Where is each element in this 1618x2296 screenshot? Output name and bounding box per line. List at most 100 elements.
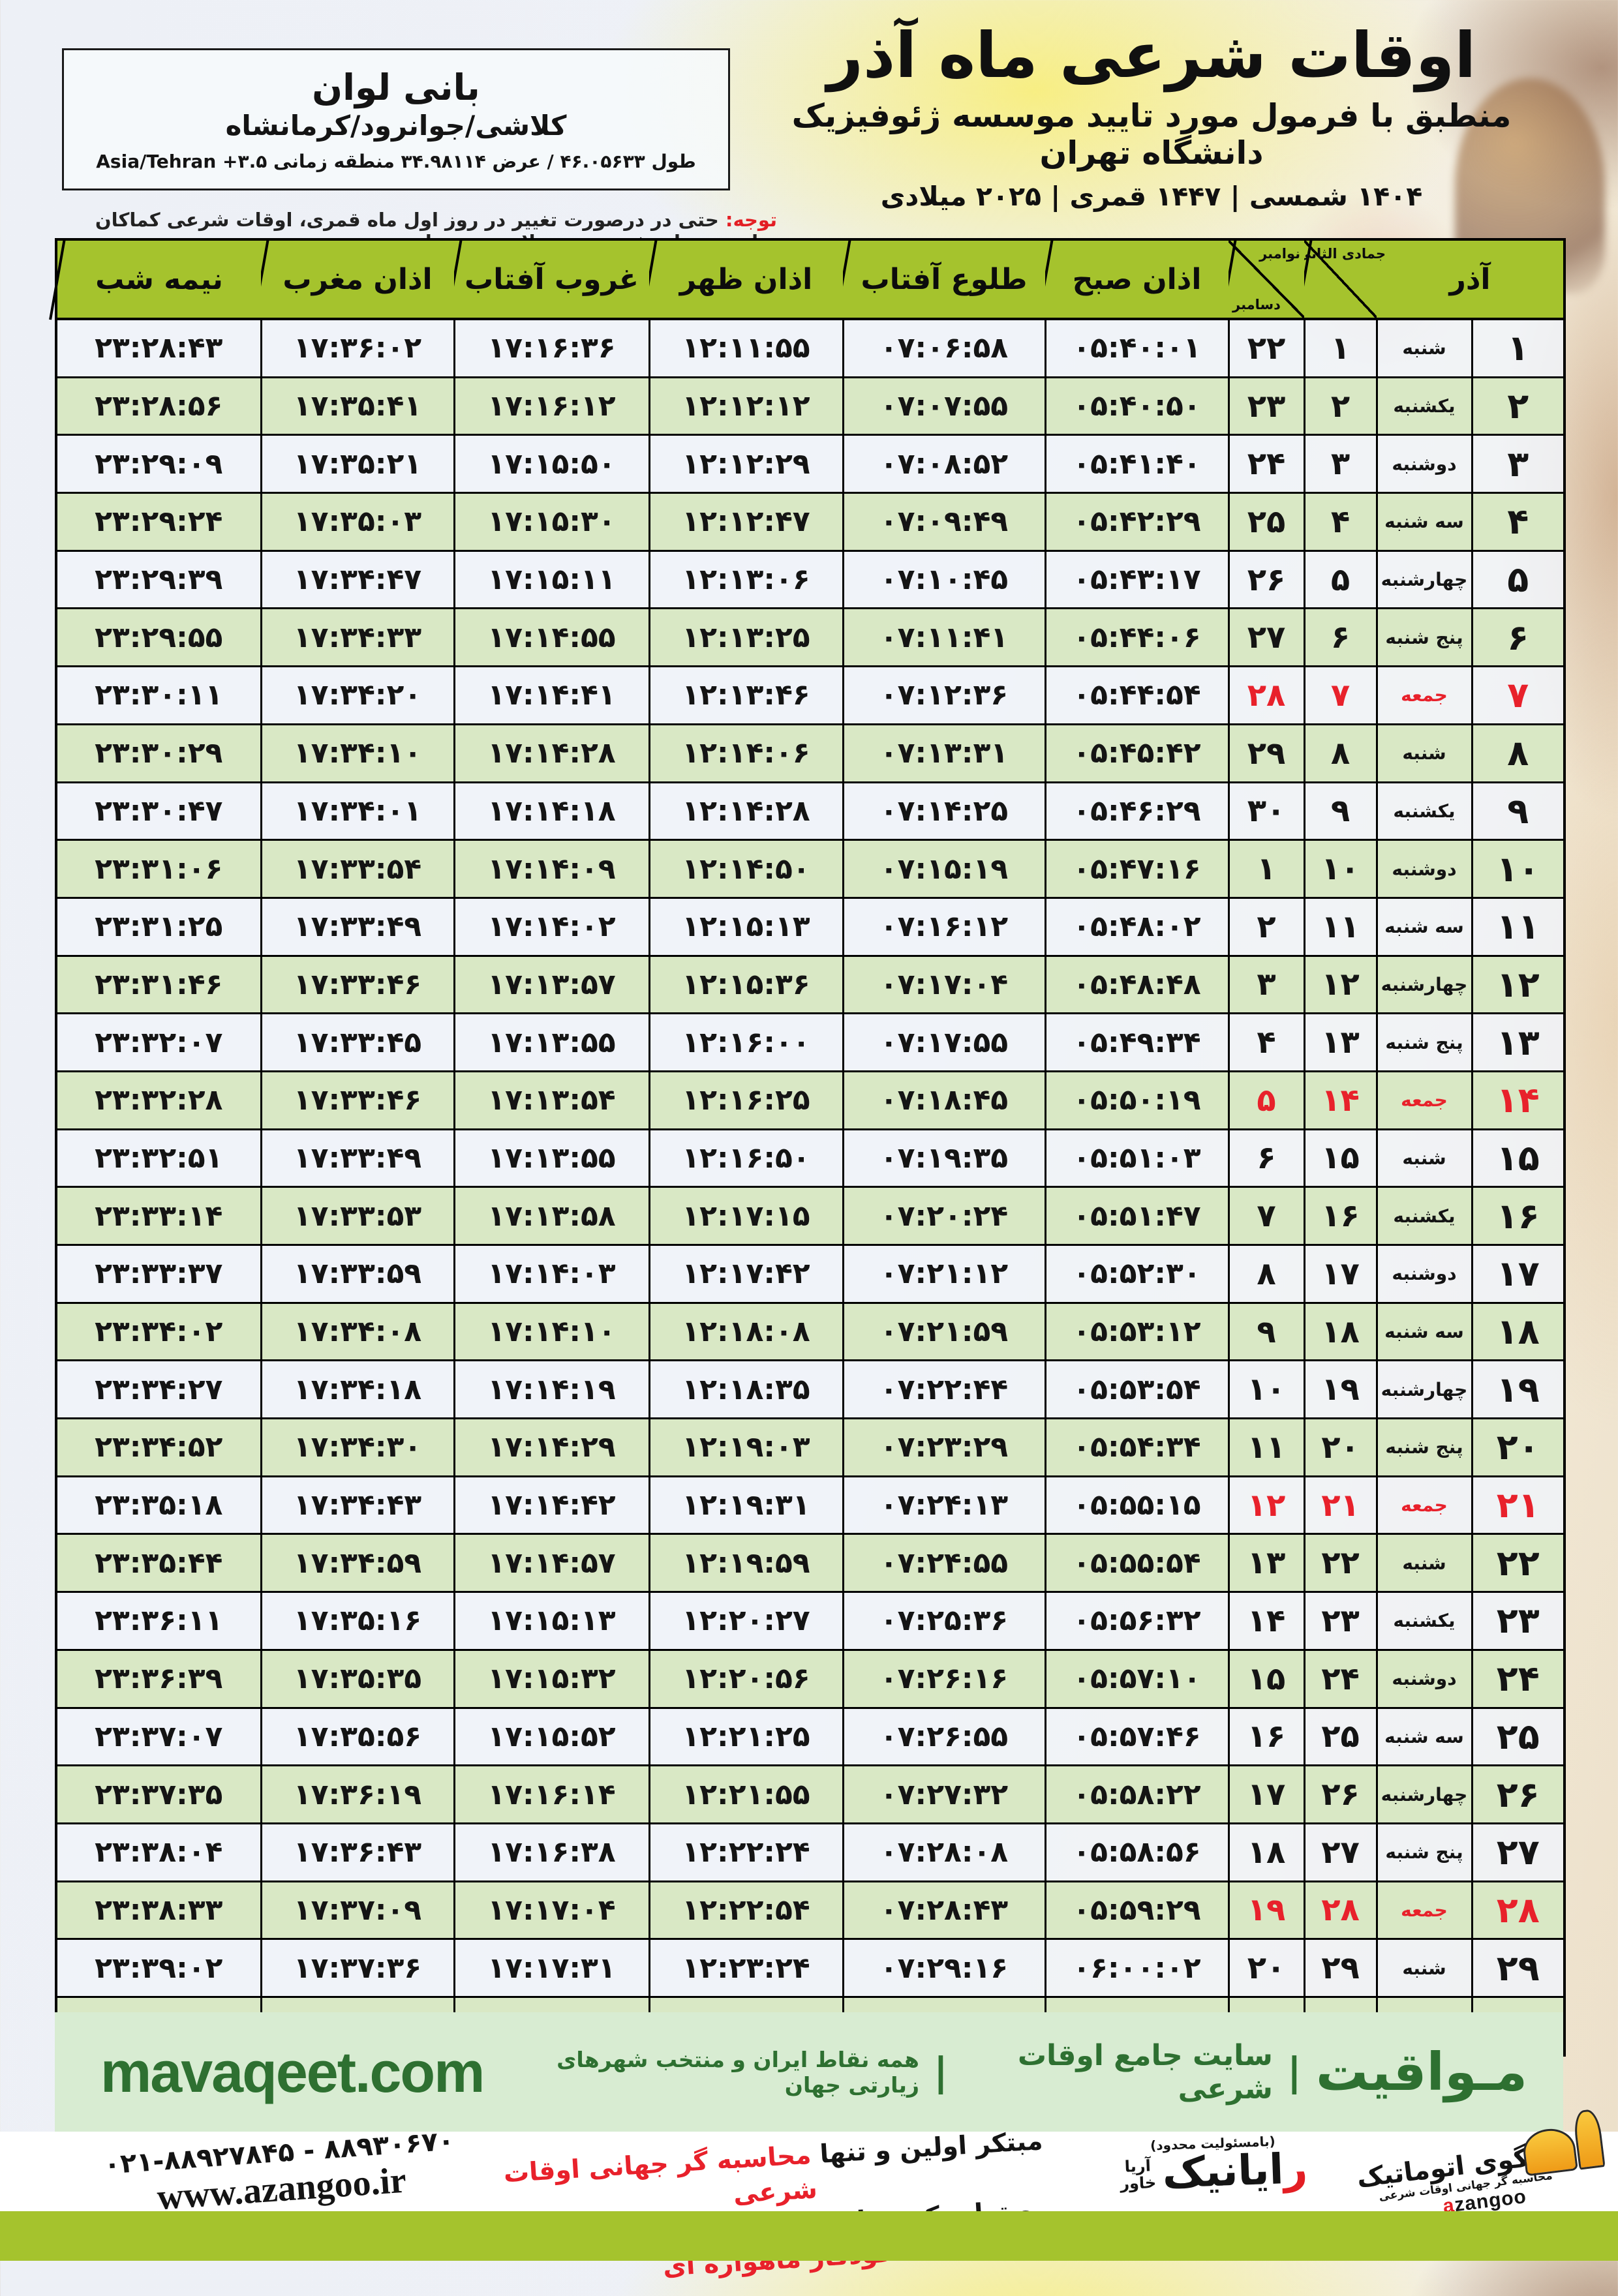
weekday-cell: یکشنبه [1375,781,1473,841]
midnight-time-cell: ۲۳:۳۶:۱۱ [55,1591,262,1651]
table-row: ۹ یکشنبه ۹ ۳۰ ۰۵:۴۶:۲۹ ۰۷:۱۴:۲۵ ۱۲:۱۴:۲۸… [55,781,1566,841]
maghrib-time-cell: ۱۷:۳۵:۲۱ [260,434,455,494]
sunset-time-cell: ۱۷:۱۵:۱۳ [453,1591,650,1651]
noon-time-cell: ۱۲:۱۱:۵۵ [648,318,844,378]
sunset-time-cell: ۱۷:۱۷:۳۱ [453,1938,650,1998]
location-coordinates: طول ۴۶.۰۵۶۳۳ / عرض ۳۴.۹۸۱۱۴ منطقه زمانی … [96,151,696,172]
sunrise-time-cell: ۰۷:۲۶:۵۵ [842,1706,1046,1767]
midnight-time-cell: ۲۳:۳۵:۱۸ [55,1475,262,1535]
azar-day-cell: ۸ [1471,723,1566,783]
jumada-day-cell: ۶ [1303,607,1378,668]
weekday-cell: شنبه [1375,1128,1473,1188]
column-header-november-december: نوامبر دسامبر [1220,238,1304,320]
azar-day-cell: ۱۲ [1471,954,1566,1015]
noon-time-cell: ۱۲:۲۰:۵۶ [648,1648,844,1709]
fajr-time-cell: ۰۵:۵۶:۳۲ [1044,1591,1230,1651]
maghrib-time-cell: ۱۷:۳۵:۰۳ [260,492,455,552]
fajr-time-cell: ۰۵:۴۱:۴۰ [1044,434,1230,494]
noon-time-cell: ۱۲:۱۸:۳۵ [648,1359,844,1420]
maghrib-time-cell: ۱۷:۳۳:۴۵ [260,1012,455,1072]
jumada-day-cell: ۳ [1303,434,1378,494]
weekday-cell: شنبه [1375,318,1473,378]
sunrise-time-cell: ۰۷:۱۷:۵۵ [842,1012,1046,1072]
jumada-day-cell: ۱۴ [1303,1070,1378,1130]
sunset-time-cell: ۱۷:۱۴:۰۳ [453,1244,650,1304]
midnight-time-cell: ۲۳:۳۷:۳۵ [55,1764,262,1824]
midnight-time-cell: ۲۳:۳۱:۴۶ [55,954,262,1015]
column-header-fajr: اذان صبح [1037,238,1229,320]
table-row: ۱۶ یکشنبه ۱۶ ۷ ۰۵:۵۱:۴۷ ۰۷:۲۰:۲۴ ۱۲:۱۷:۱… [55,1186,1566,1246]
weekday-cell: دوشنبه [1375,1244,1473,1304]
mavaqeet-band: مـواقیت | سایت جامع اوقات شرعی | همه نقا… [55,2012,1563,2132]
sunrise-time-cell: ۰۷:۲۰:۲۴ [842,1186,1046,1246]
sunset-time-cell: ۱۷:۱۴:۴۲ [453,1475,650,1535]
jumada-day-cell: ۱۹ [1303,1359,1378,1420]
fajr-time-cell: ۰۵:۵۷:۴۶ [1044,1706,1230,1767]
fajr-time-cell: ۰۵:۵۳:۱۲ [1044,1301,1230,1362]
gregorian-day-cell: ۱۵ [1227,1648,1305,1709]
gregorian-day-cell: ۱۳ [1227,1533,1305,1594]
mosque-dome-minaret-icon [1521,2108,1606,2179]
noon-time-cell: ۱۲:۱۵:۱۳ [648,896,844,957]
midnight-time-cell: ۲۳:۳۱:۲۵ [55,896,262,957]
diagonal-split [1229,241,1304,318]
fajr-time-cell: ۰۵:۴۴:۵۴ [1044,665,1230,725]
table-row: ۱۳ پنج شنبه ۱۳ ۴ ۰۵:۴۹:۳۴ ۰۷:۱۷:۵۵ ۱۲:۱۶… [55,1012,1566,1072]
sunset-time-cell: ۱۷:۱۳:۵۴ [453,1070,650,1130]
weekday-cell: سه شنبه [1375,1301,1473,1362]
sunrise-time-cell: ۰۷:۲۵:۳۶ [842,1591,1046,1651]
maghrib-time-cell: ۱۷:۳۴:۲۰ [260,665,455,725]
maghrib-time-cell: ۱۷:۳۳:۵۹ [260,1244,455,1304]
table-row: ۲ یکشنبه ۲ ۲۳ ۰۵:۴۰:۵۰ ۰۷:۰۷:۵۵ ۱۲:۱۲:۱۲… [55,376,1566,436]
midnight-time-cell: ۲۳:۳۰:۱۱ [55,665,262,725]
sunrise-time-cell: ۰۷:۱۳:۳۱ [842,723,1046,783]
midnight-time-cell: ۲۳:۲۹:۰۹ [55,434,262,494]
weekday-cell: پنج شنبه [1375,607,1473,668]
noon-time-cell: ۱۲:۲۰:۲۷ [648,1591,844,1651]
azar-day-cell: ۲۹ [1471,1938,1566,1998]
jumada-day-cell: ۱۵ [1303,1128,1378,1188]
table-row: ۵ چهارشنبه ۵ ۲۶ ۰۵:۴۳:۱۷ ۰۷:۱۰:۴۵ ۱۲:۱۳:… [55,549,1566,610]
gregorian-day-cell: ۱۱ [1227,1417,1305,1477]
maghrib-time-cell: ۱۷:۳۳:۴۶ [260,954,455,1015]
midnight-time-cell: ۲۳:۳۲:۵۱ [55,1128,262,1188]
sunrise-time-cell: ۰۷:۰۹:۴۹ [842,492,1046,552]
midnight-time-cell: ۲۳:۳۴:۲۷ [55,1359,262,1420]
noon-time-cell: ۱۲:۱۳:۴۶ [648,665,844,725]
gregorian-day-cell: ۲ [1227,896,1305,957]
maghrib-time-cell: ۱۷:۳۴:۱۰ [260,723,455,783]
weekday-cell: شنبه [1375,723,1473,783]
noon-time-cell: ۱۲:۱۹:۰۳ [648,1417,844,1477]
sunrise-time-cell: ۰۷:۱۴:۲۵ [842,781,1046,841]
azar-day-cell: ۱۰ [1471,839,1566,899]
sunset-time-cell: ۱۷:۱۵:۱۱ [453,549,650,610]
sunrise-time-cell: ۰۷:۱۲:۳۶ [842,665,1046,725]
weekday-cell: چهارشنبه [1375,1764,1473,1824]
jumada-day-cell: ۱۷ [1303,1244,1378,1304]
table-row: ۲۴ دوشنبه ۲۴ ۱۵ ۰۵:۵۷:۱۰ ۰۷:۲۶:۱۶ ۱۲:۲۰:… [55,1648,1566,1709]
table-row: ۱۵ شنبه ۱۵ ۶ ۰۵:۵۱:۰۳ ۰۷:۱۹:۳۵ ۱۲:۱۶:۵۰ … [55,1128,1566,1188]
maghrib-time-cell: ۱۷:۳۷:۳۶ [260,1938,455,1998]
prayer-times-table-wrapper: آذر جمادی الثانی نوامبر دسامبر اذان صبح ط… [49,238,1566,2057]
rayanik-sub: آریا خاور [1120,2156,1157,2193]
page-subtitle: منطبق با فرمول مورد تایید موسسه ژئوفیزیک… [791,97,1512,172]
weekday-cell: چهارشنبه [1375,549,1473,610]
noon-time-cell: ۱۲:۱۳:۰۶ [648,549,844,610]
sunrise-time-cell: ۰۷:۰۷:۵۵ [842,376,1046,436]
weekday-cell: جمعه [1375,1880,1473,1941]
azar-day-cell: ۱۶ [1471,1186,1566,1246]
sunrise-time-cell: ۰۷:۲۴:۵۵ [842,1533,1046,1594]
jumada-day-cell: ۱۲ [1303,954,1378,1015]
table-row: ۱۱ سه شنبه ۱۱ ۲ ۰۵:۴۸:۰۲ ۰۷:۱۶:۱۲ ۱۲:۱۵:… [55,896,1566,957]
sunrise-time-cell: ۰۷:۱۰:۴۵ [842,549,1046,610]
table-row: ۲۶ چهارشنبه ۲۶ ۱۷ ۰۵:۵۸:۲۲ ۰۷:۲۷:۳۲ ۱۲:۲… [55,1764,1566,1824]
gregorian-day-cell: ۸ [1227,1244,1305,1304]
table-row: ۲۹ شنبه ۲۹ ۲۰ ۰۶:۰۰:۰۲ ۰۷:۲۹:۱۶ ۱۲:۲۳:۲۴… [55,1938,1566,1998]
weekday-cell: سه شنبه [1375,1706,1473,1767]
weekday-cell: چهارشنبه [1375,954,1473,1015]
table-row: ۱۸ سه شنبه ۱۸ ۹ ۰۵:۵۳:۱۲ ۰۷:۲۱:۵۹ ۱۲:۱۸:… [55,1301,1566,1362]
slanted-divider [49,238,66,320]
midnight-time-cell: ۲۳:۳۴:۰۲ [55,1301,262,1362]
sunset-time-cell: ۱۷:۱۵:۵۰ [453,434,650,494]
minaret-icon [1572,2108,1606,2170]
